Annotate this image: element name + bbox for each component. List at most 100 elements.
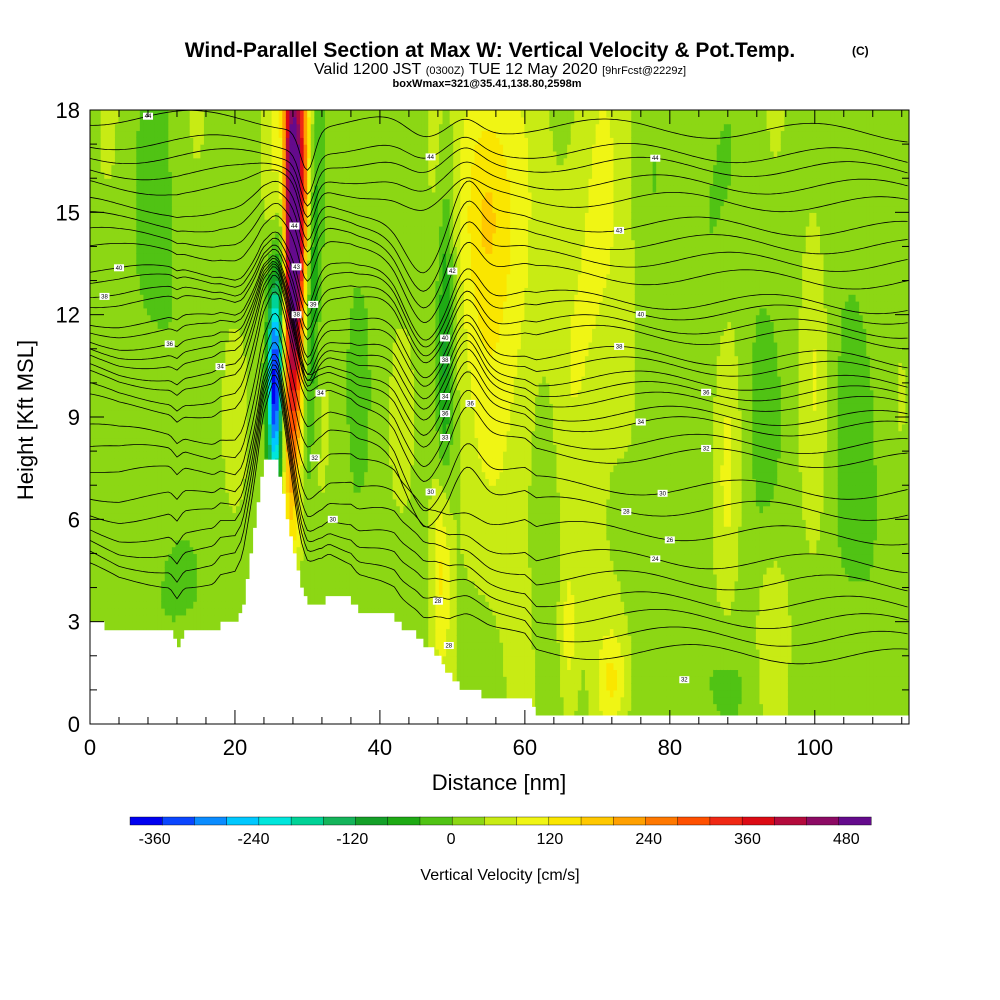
heatmap-cell	[193, 478, 198, 486]
heatmap-cell	[246, 573, 251, 582]
heatmap-cell	[122, 362, 127, 370]
heatmap-cell	[282, 178, 287, 186]
heatmap-cell	[118, 512, 123, 520]
heatmap-cell	[268, 382, 273, 391]
heatmap-cell	[118, 164, 123, 172]
heatmap-cell	[107, 341, 112, 350]
heatmap-cell	[243, 376, 248, 384]
heatmap-cell	[122, 369, 127, 377]
heatmap-cell	[246, 273, 251, 282]
heatmap-cell	[193, 144, 198, 152]
heatmap-cell	[164, 560, 169, 568]
heatmap-cell	[125, 294, 130, 302]
heatmap-cell	[218, 417, 223, 425]
heatmap-cell	[111, 280, 116, 288]
heatmap-cell	[239, 546, 244, 555]
heatmap-cell	[186, 137, 191, 145]
heatmap-cell	[125, 198, 130, 207]
heatmap-cell	[179, 505, 184, 514]
heatmap-cell	[175, 587, 180, 595]
heatmap-cell	[236, 498, 241, 507]
heatmap-cell	[200, 341, 205, 350]
heatmap-cell	[125, 560, 130, 568]
heatmap-cell	[90, 253, 95, 261]
heatmap-cell	[214, 164, 219, 172]
heatmap-cell	[93, 328, 98, 336]
heatmap-cell	[179, 573, 184, 582]
heatmap-cell	[104, 580, 109, 589]
heatmap-cell	[236, 328, 241, 336]
heatmap-cell	[186, 301, 191, 309]
heatmap-cell	[157, 608, 162, 616]
heatmap-cell	[97, 328, 102, 336]
heatmap-cell	[221, 382, 226, 391]
heatmap-cell	[168, 594, 173, 602]
heatmap-cell	[168, 471, 173, 479]
heatmap-cell	[122, 621, 127, 630]
heatmap-cell	[154, 430, 159, 439]
heatmap-cell	[225, 485, 230, 493]
heatmap-cell	[214, 403, 219, 411]
heatmap-cell	[239, 355, 244, 364]
heatmap-cell	[132, 389, 137, 398]
heatmap-cell	[164, 266, 169, 275]
heatmap-cell	[239, 253, 244, 261]
heatmap-cell	[246, 444, 251, 452]
heatmap-cell	[257, 157, 262, 166]
heatmap-cell	[161, 225, 166, 234]
heatmap-cell	[221, 519, 226, 527]
heatmap-cell	[268, 287, 273, 295]
heatmap-cell	[171, 150, 177, 159]
heatmap-cell	[111, 532, 116, 541]
heatmap-cell	[260, 369, 266, 377]
heatmap-cell	[228, 150, 234, 159]
heatmap-cell	[232, 485, 237, 493]
heatmap-cell	[221, 396, 226, 404]
heatmap-cell	[129, 464, 134, 473]
heatmap-cell	[193, 498, 198, 507]
heatmap-cell	[250, 328, 255, 336]
heatmap-cell	[196, 608, 201, 616]
heatmap-cell	[129, 307, 134, 316]
heatmap-cell	[200, 232, 205, 241]
heatmap-cell	[114, 403, 120, 411]
heatmap-cell	[168, 478, 173, 486]
heatmap-cell	[154, 253, 159, 261]
heatmap-cell	[175, 335, 180, 343]
heatmap-cell	[154, 526, 159, 534]
heatmap-cell	[171, 444, 177, 452]
heatmap-cell	[211, 110, 216, 118]
heatmap-cell	[214, 492, 219, 500]
heatmap-cell	[132, 362, 137, 370]
heatmap-cell	[125, 403, 130, 411]
heatmap-cell	[97, 505, 102, 514]
heatmap-cell	[271, 335, 276, 343]
heatmap-cell	[129, 471, 134, 479]
heatmap-cell	[129, 382, 134, 391]
heatmap-cell	[164, 376, 169, 384]
heatmap-cell	[90, 444, 95, 452]
heatmap-cell	[107, 573, 112, 582]
heatmap-cell	[118, 348, 123, 357]
heatmap-cell	[182, 219, 187, 227]
heatmap-cell	[246, 355, 251, 364]
heatmap-cell	[221, 157, 226, 166]
heatmap-cell	[150, 287, 155, 295]
heatmap-cell	[132, 403, 137, 411]
heatmap-cell	[246, 164, 251, 172]
heatmap-cell	[228, 198, 234, 207]
heatmap-cell	[232, 144, 237, 152]
heatmap-cell	[225, 341, 230, 350]
heatmap-cell	[125, 287, 130, 295]
heatmap-cell	[125, 485, 130, 493]
heatmap-cell	[139, 614, 145, 623]
heatmap-cell	[218, 137, 223, 145]
heatmap-cell	[236, 437, 241, 445]
heatmap-cell	[211, 382, 216, 391]
heatmap-cell	[107, 505, 112, 514]
heatmap-cell	[97, 191, 102, 200]
heatmap-cell	[154, 389, 159, 398]
heatmap-cell	[236, 451, 241, 459]
heatmap-cell	[225, 144, 230, 152]
heatmap-cell	[175, 294, 180, 302]
